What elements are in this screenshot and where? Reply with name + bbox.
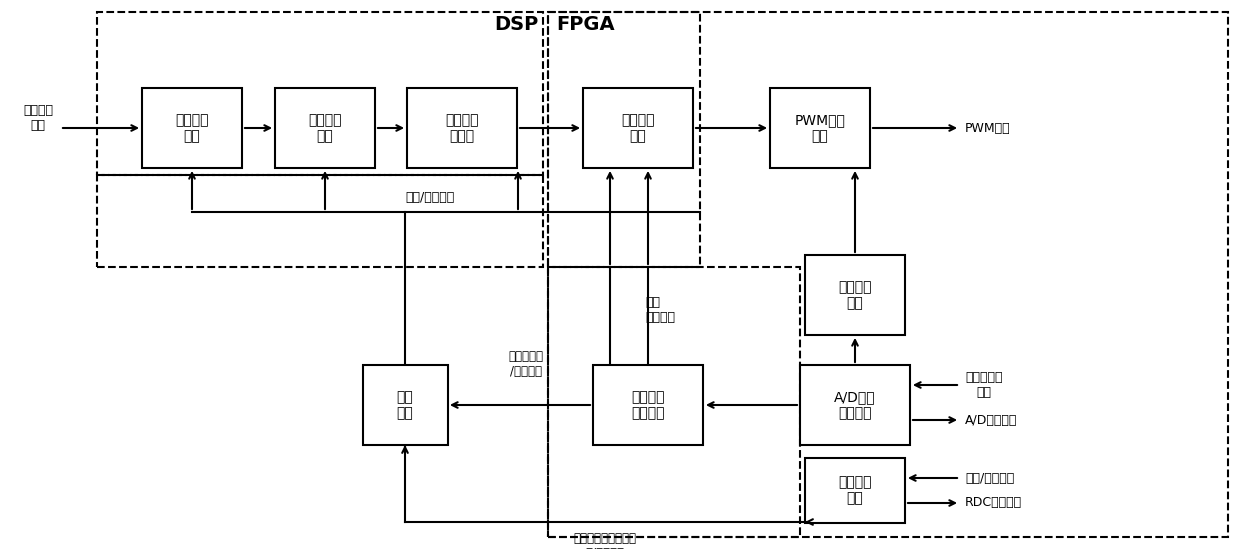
Bar xyxy=(769,88,870,168)
Text: RDC控制信号: RDC控制信号 xyxy=(965,496,1022,509)
Bar xyxy=(584,88,693,168)
Text: PWM信号: PWM信号 xyxy=(965,121,1011,135)
Bar xyxy=(548,267,800,537)
Bar xyxy=(805,255,904,335)
Text: 故障诊断
模块: 故障诊断 模块 xyxy=(839,280,872,310)
Text: FPGA: FPGA xyxy=(556,15,615,34)
Text: 速度环控
制器: 速度环控 制器 xyxy=(309,113,342,143)
Bar xyxy=(275,88,375,168)
Text: 最优转矩
控制器: 最优转矩 控制器 xyxy=(445,113,478,143)
Bar xyxy=(363,365,447,445)
Text: 切换
开关: 切换 开关 xyxy=(396,390,414,420)
Text: 位置/速度信号: 位置/速度信号 xyxy=(405,191,455,204)
Text: DSP: DSP xyxy=(494,15,538,34)
Text: 相绕组电流
信号: 相绕组电流 信号 xyxy=(965,371,1002,399)
Text: 位置环控
制器: 位置环控 制器 xyxy=(175,113,208,143)
Bar xyxy=(142,88,242,168)
Bar xyxy=(97,12,543,175)
Text: 电流
反馈信号: 电流 反馈信号 xyxy=(646,296,675,324)
Text: 估计的位置
/速度信号: 估计的位置 /速度信号 xyxy=(508,350,544,378)
Bar xyxy=(548,12,700,267)
Text: 旋变控制
模块: 旋变控制 模块 xyxy=(839,475,872,505)
Text: 机械传感器得到的位
置/速度信号: 机械传感器得到的位 置/速度信号 xyxy=(574,532,637,549)
Bar xyxy=(593,365,703,445)
Text: 电流环控
制器: 电流环控 制器 xyxy=(621,113,654,143)
Text: 无传感器
控制模块: 无传感器 控制模块 xyxy=(631,390,665,420)
Bar xyxy=(805,457,904,523)
Text: 控制指令
信号: 控制指令 信号 xyxy=(24,104,53,132)
Text: 位置/速度信号: 位置/速度信号 xyxy=(965,472,1015,485)
Bar xyxy=(800,365,909,445)
Text: PWM生成
模块: PWM生成 模块 xyxy=(794,113,845,143)
Bar xyxy=(406,88,517,168)
Bar xyxy=(548,12,1228,537)
Bar xyxy=(97,175,543,267)
Text: A/D采样
控制模块: A/D采样 控制模块 xyxy=(834,390,876,420)
Text: A/D控制信号: A/D控制信号 xyxy=(965,413,1017,427)
